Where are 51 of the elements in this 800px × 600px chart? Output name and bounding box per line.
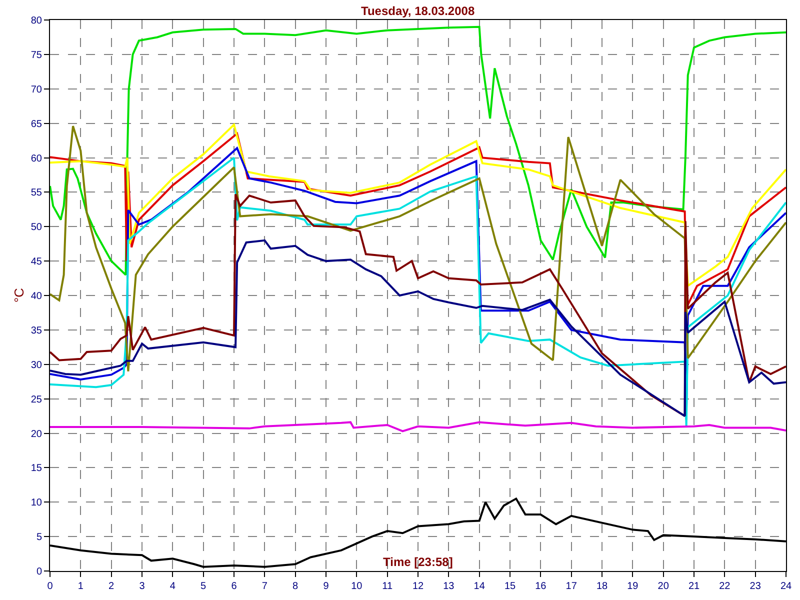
x-tick-label: 4 <box>170 581 176 592</box>
line-series <box>50 421 786 432</box>
y-tick-label: 35 <box>30 325 42 336</box>
x-tick-label: 7 <box>262 581 268 592</box>
y-tick-label: 0 <box>36 566 42 578</box>
y-tick-label: 15 <box>30 463 42 474</box>
y-tick-label: 30 <box>30 360 42 371</box>
x-tick-label: 9 <box>323 581 330 592</box>
x-tick-label: 12 <box>412 581 424 592</box>
x-tick-label: 2 <box>108 581 115 592</box>
y-axis-title: °C <box>12 288 27 303</box>
y-tick-label: 60 <box>30 153 42 164</box>
x-axis-title: Time [23:58] <box>383 555 453 569</box>
x-tick-label: 21 <box>688 581 700 592</box>
x-tick-label: 13 <box>443 581 455 592</box>
x-tick-label: 3 <box>139 581 146 592</box>
y-tick-label: 10 <box>30 498 42 509</box>
x-tick-label: 14 <box>474 581 486 592</box>
x-tick-label: 1 <box>78 581 84 592</box>
line-series <box>50 26 786 276</box>
y-tick-label: 55 <box>30 188 42 199</box>
x-tick-label: 16 <box>535 581 547 592</box>
x-tick-label: 5 <box>200 581 207 592</box>
y-tick-label: 50 <box>30 222 42 234</box>
chart-title: Tuesday, 18.03.2008 <box>361 4 475 18</box>
line-series <box>50 239 786 418</box>
line-series <box>50 124 786 287</box>
y-tick-label: 5 <box>36 532 42 544</box>
y-tick-label: 25 <box>30 394 42 406</box>
y-tick-label: 40 <box>30 291 42 302</box>
x-tick-label: 6 <box>231 581 238 592</box>
y-tick-label: 75 <box>30 50 42 61</box>
y-tick-label: 20 <box>30 428 42 440</box>
y-tick-label: 70 <box>30 84 42 96</box>
x-tick-label: 0 <box>47 581 54 592</box>
x-tick-label: 18 <box>596 581 608 592</box>
line-series <box>50 125 786 372</box>
x-tick-label: 8 <box>292 581 299 592</box>
x-tick-label: 23 <box>750 581 762 592</box>
y-tick-label: 45 <box>30 256 42 268</box>
x-tick-label: 11 <box>382 581 393 592</box>
x-tick-label: 20 <box>658 581 670 592</box>
y-tick-label: 65 <box>30 118 42 130</box>
y-tick-label: 80 <box>30 16 42 26</box>
x-tick-label: 19 <box>627 581 639 592</box>
x-tick-label: 10 <box>351 581 363 592</box>
x-tick-label: 15 <box>504 581 516 592</box>
x-tick-label: 22 <box>719 581 731 592</box>
x-tick-label: 17 <box>566 581 578 592</box>
line-series <box>50 193 786 418</box>
x-tick-label: 24 <box>780 581 792 592</box>
